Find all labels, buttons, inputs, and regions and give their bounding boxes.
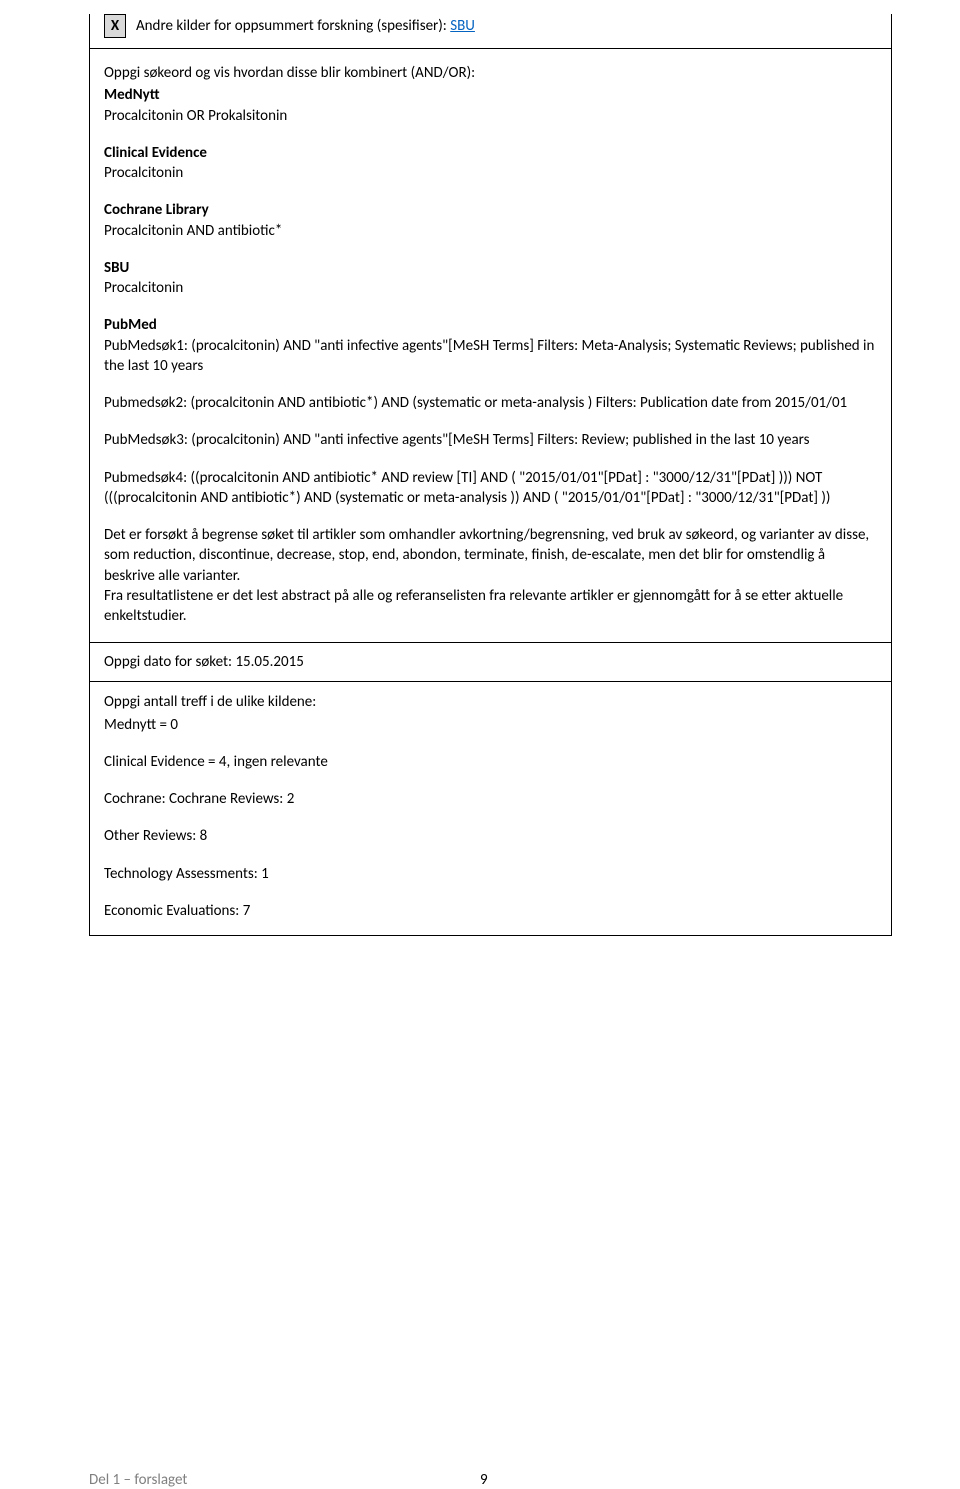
results-economic-evaluations: Economic Evaluations: 7 xyxy=(104,901,877,921)
footer-page-number: 9 xyxy=(480,1471,488,1489)
sbu-query: Procalcitonin xyxy=(104,278,877,298)
mednytt-heading: MedNytt xyxy=(104,85,877,105)
pubmed-search-1: PubMedsøk1: (procalcitonin) AND "anti in… xyxy=(104,336,877,377)
notes-paragraph-2: Fra resultatlistene er det lest abstract… xyxy=(104,586,877,627)
footer-section-label: Del 1 – forslaget xyxy=(89,1471,187,1489)
clinical-evidence-query: Procalcitonin xyxy=(104,163,877,183)
sbu-link[interactable]: SBU xyxy=(450,17,475,35)
notes-paragraph-1: Det er forsøkt å begrense søket til arti… xyxy=(104,525,877,586)
clinical-evidence-heading: Clinical Evidence xyxy=(104,143,877,163)
results-clinical-evidence: Clinical Evidence = 4, ingen relevante xyxy=(104,752,877,772)
checkbox-label: Andre kilder for oppsummert forskning (s… xyxy=(136,14,475,35)
page-container: X Andre kilder for oppsummert forskning … xyxy=(0,0,960,936)
cochrane-query: Procalcitonin AND antibiotic* xyxy=(104,221,877,241)
pubmed-search-4: Pubmedsøk4: ((procalcitonin AND antibiot… xyxy=(104,468,877,509)
sbu-heading: SBU xyxy=(104,258,877,278)
checkbox-label-text: Andre kilder for oppsummert forskning (s… xyxy=(136,17,447,35)
results-header: Oppgi antall treff i de ulike kildene: xyxy=(104,692,877,712)
pubmed-heading: PubMed xyxy=(104,315,877,335)
intro-text: Oppgi søkeord og vis hvordan disse blir … xyxy=(104,63,877,83)
results-cell: Oppgi antall treff i de ulike kildene: M… xyxy=(90,682,891,935)
mednytt-query: Procalcitonin OR Prokalsitonin xyxy=(104,106,877,126)
main-content-cell: Oppgi søkeord og vis hvordan disse blir … xyxy=(90,48,891,642)
checkbox-mark: X xyxy=(104,14,126,38)
search-date-text: Oppgi dato for søket: 15.05.2015 xyxy=(104,653,304,671)
results-tech-assessments: Technology Assessments: 1 xyxy=(104,864,877,884)
search-sources-table: X Andre kilder for oppsummert forskning … xyxy=(89,14,892,936)
pubmed-search-3: PubMedsøk3: (procalcitonin) AND "anti in… xyxy=(104,430,877,450)
search-date-cell: Oppgi dato for søket: 15.05.2015 xyxy=(90,642,891,682)
results-other-reviews: Other Reviews: 8 xyxy=(104,826,877,846)
results-cochrane-reviews: Cochrane: Cochrane Reviews: 2 xyxy=(104,789,877,809)
pubmed-search-2: Pubmedsøk2: (procalcitonin AND antibioti… xyxy=(104,393,877,413)
results-mednytt: Mednytt = 0 xyxy=(104,715,877,735)
cochrane-heading: Cochrane Library xyxy=(104,200,877,220)
checkbox-row: X Andre kilder for oppsummert forskning … xyxy=(90,14,891,48)
